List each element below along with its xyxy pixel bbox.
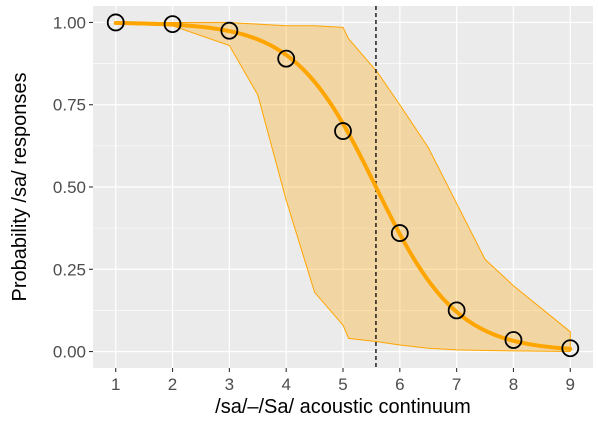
y-tick-label: 0.50 [53,178,86,197]
data-point [220,21,239,40]
x-axis-ticks: 1 2 3 4 5 6 7 8 9 [111,368,575,394]
x-tick-label: 1 [111,375,120,394]
x-tick-label: 9 [566,375,575,394]
y-tick-label: 0.25 [53,260,86,279]
x-tick-label: 2 [168,375,177,394]
data-point [106,13,125,32]
x-tick-label: 8 [509,375,518,394]
x-tick-label: 6 [395,375,404,394]
y-axis-ticks: 0.00 0.25 0.50 0.75 1.00 [53,13,93,362]
data-points [106,13,580,358]
confidence-band [115,21,571,353]
x-tick-label: 7 [452,375,461,394]
y-tick-label: 0.00 [53,343,86,362]
data-point [390,224,409,242]
y-axis-title: Probability /sa/ responses [9,72,31,301]
data-point [277,49,296,68]
data-point [561,339,580,358]
data-point [334,122,352,140]
y-tick-label: 0.75 [53,96,86,115]
data-point [504,331,523,349]
data-point [447,301,466,320]
y-tick-label: 1.00 [53,13,86,32]
x-tick-label: 3 [225,375,234,394]
x-tick-label: 4 [281,375,290,394]
x-axis-title: /sa/–/Sa/ acoustic continuum [215,396,471,418]
data-point [163,15,182,34]
x-tick-label: 5 [338,375,347,394]
